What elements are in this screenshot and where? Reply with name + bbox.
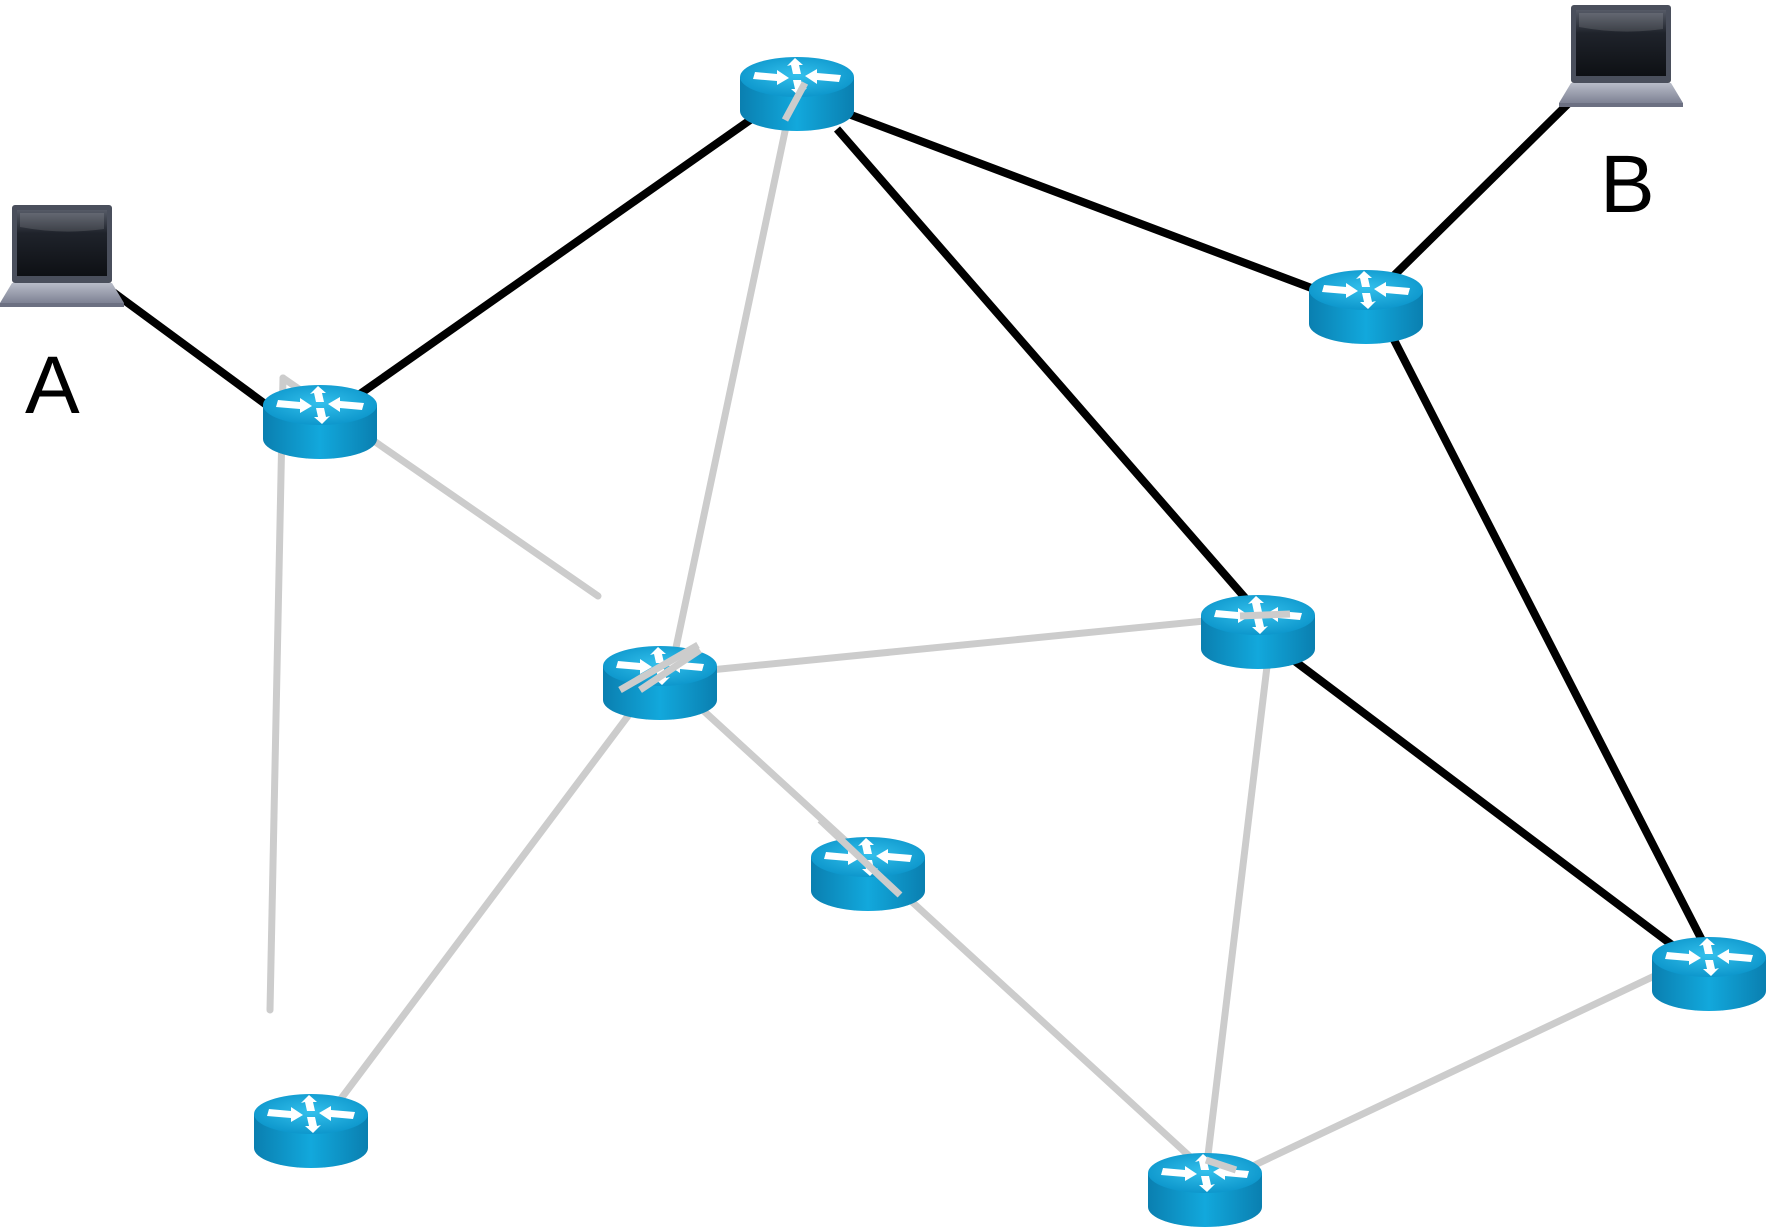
link-center-bottomleft	[306, 676, 659, 1144]
link-left-top	[317, 88, 793, 426]
router-r-center-lower	[811, 837, 925, 911]
link-center-bottomcenter	[666, 676, 1214, 1179]
router-r-center-right	[1201, 595, 1315, 669]
active-links	[110, 87, 1712, 976]
link-center-centerright	[656, 611, 1269, 679]
host-b[interactable]: B	[1559, 5, 1683, 230]
link-top-center	[666, 80, 799, 680]
host-a[interactable]: A	[0, 205, 124, 431]
link-top-rightupper	[788, 88, 1364, 311]
laptop-icon	[0, 205, 124, 307]
router-r-center	[603, 646, 717, 720]
host-b-label: B	[1600, 139, 1655, 230]
laptop-icon	[1559, 5, 1683, 107]
router-r-right-upper	[1309, 270, 1423, 344]
overlay-links	[618, 81, 1291, 1174]
link-left-bottomleft	[266, 374, 287, 1014]
link-rightupper-farright	[1368, 295, 1712, 954]
host-a-label: A	[25, 340, 80, 431]
link-top-centerright	[833, 126, 1264, 618]
router-r-left	[263, 385, 377, 459]
link-centerright-farright	[1277, 646, 1711, 976]
router-r-bottom-center	[1148, 1153, 1262, 1227]
idle-links	[266, 80, 1724, 1184]
router-r-far-right	[1652, 937, 1766, 1011]
link-hostB-rightupper	[1359, 87, 1585, 310]
link-bottomcenter-farright	[1236, 941, 1724, 1176]
link-centerright-bottomcenter	[1201, 621, 1276, 1184]
router-r-bottom-left	[254, 1094, 368, 1168]
